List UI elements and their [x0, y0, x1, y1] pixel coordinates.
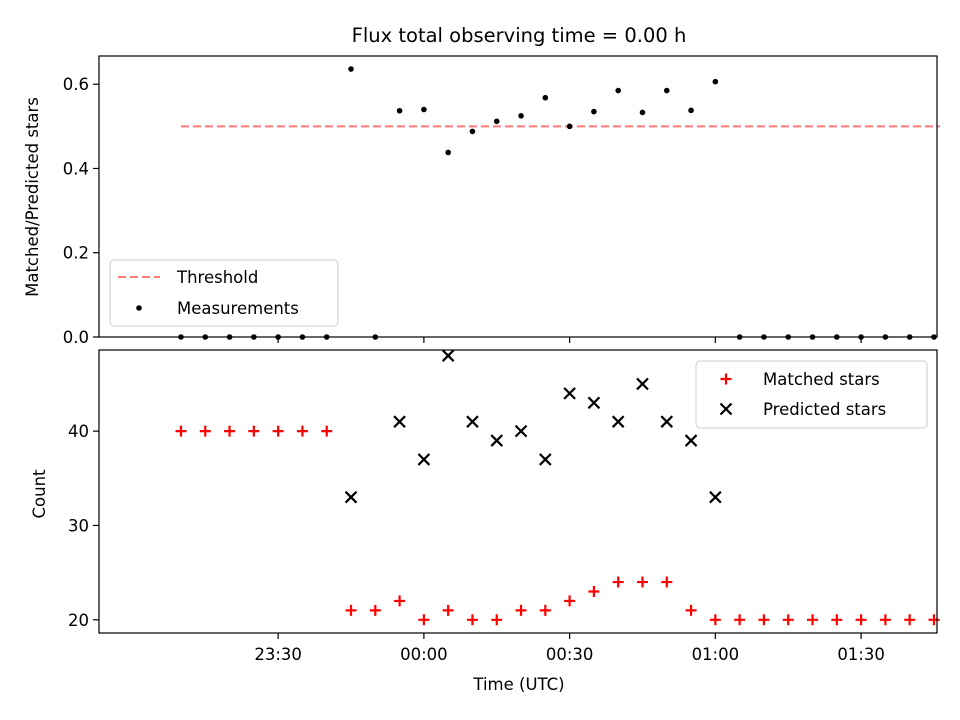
matched-stars-point [296, 425, 308, 437]
predicted-stars-point [709, 490, 722, 504]
top-y-tick-label: 0.0 [63, 328, 89, 347]
matched-stars-point [807, 614, 819, 626]
measurement-point [566, 123, 573, 130]
bottom-x-tick-label: 00:30 [546, 645, 594, 664]
chart-marks: 0.0 0.2 0.4 0.6 20 30 40 23:30 00:00 00:30 01:00 01… [63, 55, 941, 664]
matched-stars-point [685, 604, 697, 616]
matched-stars-point [539, 604, 551, 616]
matched-stars-point [272, 425, 284, 437]
matched-stars-point [928, 614, 940, 626]
matched-stars-point [709, 614, 721, 626]
legend-measurements-label: Measurements [177, 299, 299, 318]
predicted-stars-point [587, 396, 601, 410]
measurement-point [421, 106, 427, 113]
matched-stars-point [612, 576, 624, 588]
predicted-stars-point [539, 453, 552, 466]
matched-stars-point [855, 614, 867, 626]
matched-stars-point [224, 425, 236, 437]
matched-stars-point [782, 614, 794, 626]
top-chart-title: Flux total observing time = 0.00 h [352, 24, 687, 47]
predicted-stars-point [344, 490, 358, 504]
bottom-x-tick-label: 23:30 [254, 645, 302, 664]
bottom-y-tick-label: 30 [68, 516, 89, 535]
matched-stars-point [345, 604, 357, 616]
matched-stars-point [588, 585, 600, 597]
legend-predicted-stars-swatch [719, 402, 733, 416]
matched-stars-point [904, 614, 916, 626]
predicted-stars-point [490, 434, 504, 447]
matched-stars-point [734, 614, 746, 626]
bottom-x-tick-label: 01:00 [692, 645, 740, 664]
top-y-axis-label: Matched/Predicted stars [23, 97, 42, 297]
predicted-stars-point [636, 377, 649, 391]
top-legend-box [109, 259, 339, 327]
matched-stars-point [199, 425, 211, 437]
bottom-x-tick-label: 01:30 [837, 645, 885, 664]
measurement-point [542, 94, 549, 101]
measurement-point [469, 128, 476, 135]
matched-stars-point [879, 614, 891, 626]
bottom-x-axis-label: Time (UTC) [472, 675, 564, 694]
top-y-tick-label: 0.2 [63, 244, 89, 263]
predicted-stars-point [514, 424, 528, 438]
matched-stars-point [466, 614, 478, 626]
matched-stars-point [515, 604, 527, 616]
measurement-point [615, 87, 621, 94]
legend-measurements-swatch [136, 305, 142, 311]
measurement-point [348, 66, 354, 72]
predicted-stars-point [611, 415, 625, 428]
matched-stars-point [418, 614, 430, 626]
bottom-x-tick-label: 00:00 [400, 645, 448, 664]
matched-stars-point [442, 604, 454, 616]
predicted-stars-point [417, 453, 431, 466]
measurement-point [445, 149, 451, 156]
measurement-point [591, 108, 597, 115]
bottom-y-axis-label: Count [30, 469, 49, 519]
predicted-stars-point [563, 387, 576, 400]
matched-stars-point [394, 595, 406, 607]
matched-stars-point [369, 604, 381, 616]
matched-stars-point [564, 595, 576, 607]
measurement-point [493, 118, 500, 125]
matched-stars-point [248, 425, 260, 437]
measurement-point [688, 107, 694, 114]
top-y-tick-label: 0.6 [63, 75, 89, 94]
legend-matched-stars-swatch [720, 373, 732, 385]
measurement-point [639, 109, 646, 116]
predicted-stars-point [441, 349, 455, 362]
legend-threshold-label: Threshold [176, 268, 258, 287]
bottom-axes-frame [98, 349, 938, 634]
matched-stars-point [831, 614, 843, 626]
top-y-tick-label: 0.4 [63, 159, 89, 178]
predicted-stars-point [660, 415, 674, 428]
matched-stars-point [636, 576, 648, 588]
predicted-stars-point [466, 415, 479, 428]
legend-matched-stars-label: Matched stars [763, 370, 880, 389]
measurement-point [663, 87, 670, 94]
predicted-stars-point [684, 434, 698, 447]
measurement-point [518, 113, 524, 119]
matched-stars-point [661, 576, 673, 588]
matched-stars-point [175, 425, 187, 437]
legend-predicted-stars-label: Predicted stars [763, 400, 886, 419]
matched-stars-point [758, 614, 770, 626]
measurement-point [396, 107, 403, 114]
matched-stars-point [321, 425, 333, 437]
top-axes-frame [98, 55, 938, 338]
matched-stars-point [491, 614, 503, 626]
bottom-legend-box [695, 360, 928, 429]
bottom-y-tick-label: 40 [68, 422, 89, 441]
predicted-stars-point [393, 415, 406, 428]
bottom-y-tick-label: 20 [68, 611, 89, 630]
measurement-point [712, 78, 719, 85]
